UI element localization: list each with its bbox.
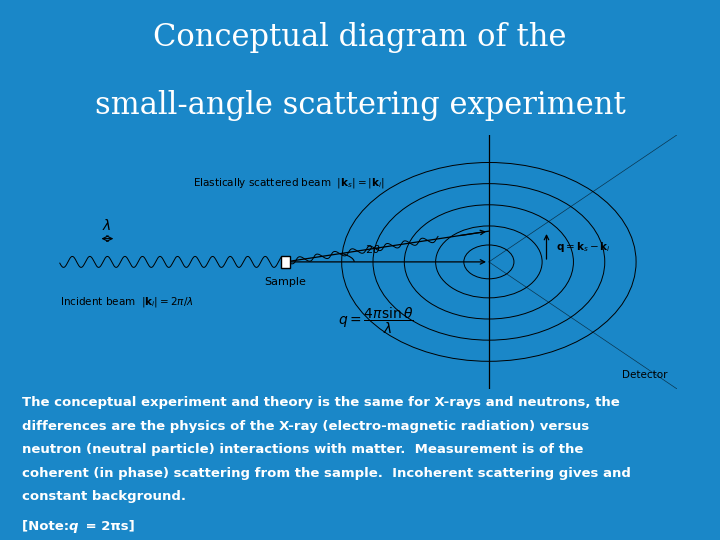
Text: differences are the physics of the X-ray (electro-magnetic radiation) versus: differences are the physics of the X-ray… [22, 420, 589, 433]
Text: small-angle scattering experiment: small-angle scattering experiment [94, 90, 626, 121]
Text: Sample: Sample [264, 277, 306, 287]
Text: q: q [68, 519, 78, 532]
Text: $\lambda$: $\lambda$ [102, 218, 112, 233]
Text: [Note:: [Note: [22, 519, 73, 532]
Text: Elastically scattered beam  $|\mathbf{k}_s| = |\mathbf{k}_i|$: Elastically scattered beam $|\mathbf{k}_… [192, 176, 384, 190]
Text: Incident beam  $|\mathbf{k}_i| = 2\pi/\lambda$: Incident beam $|\mathbf{k}_i| = 2\pi/\la… [60, 295, 194, 309]
Bar [281, 255, 289, 268]
Text: $q = \dfrac{4\pi \sin\theta}{\lambda}$: $q = \dfrac{4\pi \sin\theta}{\lambda}$ [338, 306, 414, 336]
Text: neutron (neutral particle) interactions with matter.  Measurement is of the: neutron (neutral particle) interactions … [22, 443, 583, 456]
Text: The conceptual experiment and theory is the same for X-rays and neutrons, the: The conceptual experiment and theory is … [22, 396, 619, 409]
Text: $2\theta$: $2\theta$ [365, 242, 381, 254]
Text: constant background.: constant background. [22, 490, 186, 503]
Text: Detector: Detector [622, 370, 667, 380]
Text: coherent (in phase) scattering from the sample.  Incoherent scattering gives and: coherent (in phase) scattering from the … [22, 467, 631, 480]
Text: = 2πs]: = 2πs] [81, 519, 135, 532]
Text: $\mathbf{q} = \mathbf{k}_s - \mathbf{k}_i$: $\mathbf{q} = \mathbf{k}_s - \mathbf{k}_… [556, 240, 611, 253]
Text: Conceptual diagram of the: Conceptual diagram of the [153, 22, 567, 53]
